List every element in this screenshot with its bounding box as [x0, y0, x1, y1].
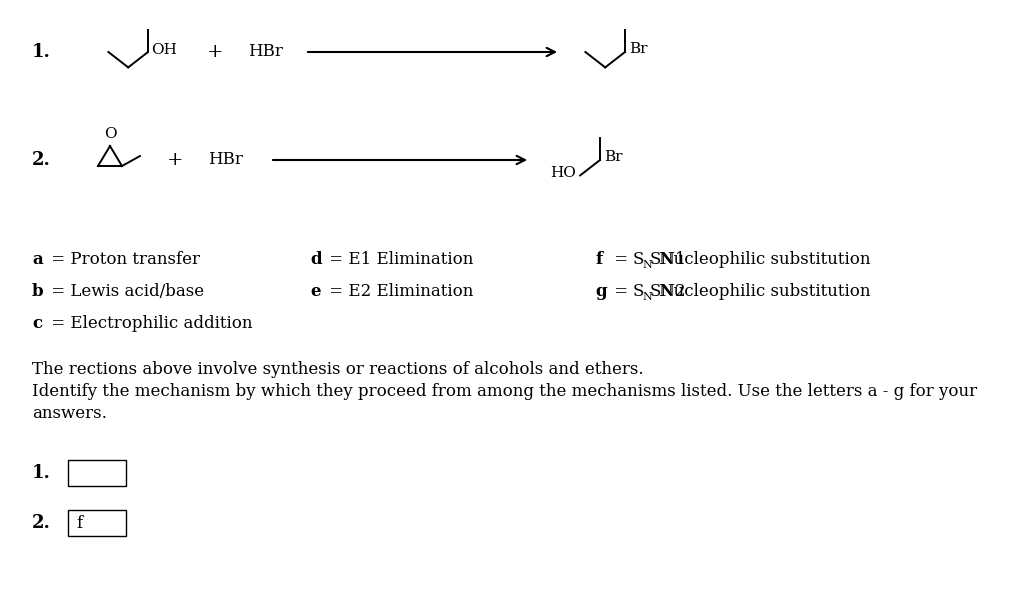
Text: Br: Br: [629, 42, 647, 56]
Text: SN1: SN1: [650, 251, 687, 268]
Text: =: =: [609, 251, 634, 268]
Bar: [68, 510, 126, 536]
Text: c: c: [32, 315, 42, 333]
Text: 2.: 2.: [32, 151, 51, 169]
Text: =: =: [609, 283, 634, 301]
Text: +: +: [207, 43, 223, 61]
Text: 2.: 2.: [32, 514, 51, 532]
Text: g: g: [595, 283, 606, 301]
Text: = Electrophilic addition: = Electrophilic addition: [46, 315, 253, 333]
Text: HBr: HBr: [248, 43, 283, 61]
Text: b: b: [32, 283, 44, 301]
Text: Nucleophilic substitution: Nucleophilic substitution: [659, 251, 870, 268]
Text: HO: HO: [550, 166, 577, 181]
Text: +: +: [167, 151, 183, 169]
Bar: [68, 460, 126, 486]
Text: SN2: SN2: [650, 283, 687, 301]
Text: = E2 Elimination: = E2 Elimination: [324, 283, 473, 301]
Text: S: S: [633, 251, 644, 268]
Text: answers.: answers.: [32, 406, 106, 422]
Text: O: O: [103, 127, 117, 141]
Text: N: N: [642, 260, 651, 270]
Text: HBr: HBr: [208, 151, 243, 169]
Text: e: e: [310, 283, 321, 301]
Text: 1.: 1.: [32, 464, 51, 482]
Text: = E1 Elimination: = E1 Elimination: [324, 251, 473, 268]
Text: f: f: [595, 251, 602, 268]
Text: The rections above involve synthesis or reactions of alcohols and ethers.: The rections above involve synthesis or …: [32, 362, 644, 378]
Text: f: f: [76, 514, 82, 532]
Text: Br: Br: [604, 150, 623, 164]
Text: N: N: [642, 292, 651, 302]
Text: = Lewis acid/base: = Lewis acid/base: [46, 283, 204, 301]
Text: Nucleophilic substitution: Nucleophilic substitution: [659, 283, 870, 301]
Text: d: d: [310, 251, 322, 268]
Text: Identify the mechanism by which they proceed from among the mechanisms listed. U: Identify the mechanism by which they pro…: [32, 384, 977, 400]
Text: a: a: [32, 251, 43, 268]
Text: OH: OH: [151, 43, 177, 57]
Text: = Proton transfer: = Proton transfer: [46, 251, 200, 268]
Text: 1.: 1.: [32, 43, 51, 61]
Text: S: S: [633, 283, 644, 301]
